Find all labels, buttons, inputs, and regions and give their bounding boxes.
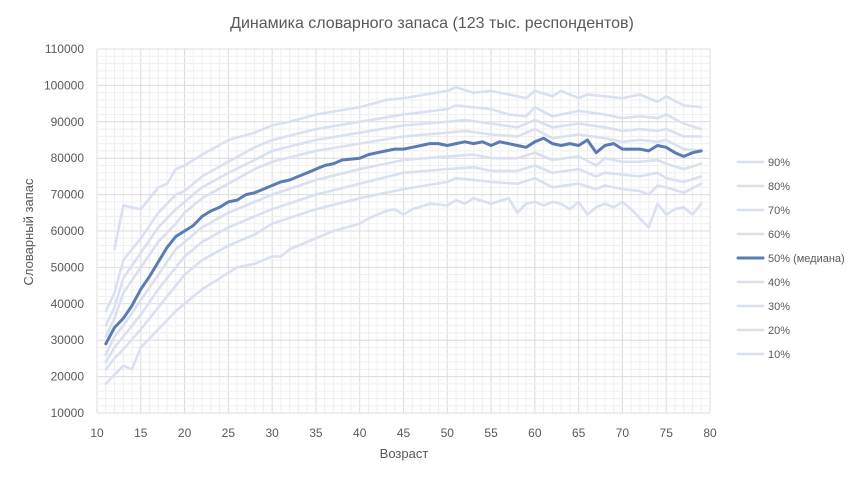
legend-label: 20% — [768, 325, 790, 337]
legend-label: 10% — [768, 349, 790, 361]
legend-item: 80% — [736, 181, 790, 193]
series-line-percentile — [104, 104, 703, 313]
legend: 90% 80% 70% 60% 50% (медиана) 40% 30% 20% 10% — [736, 157, 845, 361]
x-tick-label: 15 — [134, 426, 148, 440]
chart-title: Динамика словарного запаса (123 тыс. рес… — [230, 15, 634, 32]
x-tick-label: 30 — [265, 426, 279, 440]
x-axis-title: Возраст — [380, 446, 429, 461]
legend-label: 90% — [768, 157, 790, 169]
x-tick-label: 35 — [309, 426, 323, 440]
series-line-percentile — [104, 176, 703, 371]
x-axis-tick-labels: 10 15 20 25 30 35 40 45 50 55 60 65 70 75 80 — [90, 426, 717, 440]
series-lines — [104, 85, 703, 386]
legend-label: 70% — [768, 205, 790, 217]
legend-item: 40% — [736, 277, 790, 289]
y-tick-label: 50000 — [51, 260, 85, 274]
legend-item: 90% — [736, 157, 790, 169]
y-tick-label: 30000 — [51, 333, 85, 347]
y-tick-label: 110000 — [45, 42, 84, 56]
x-tick-label: 45 — [397, 426, 411, 440]
x-tick-label: 75 — [660, 426, 674, 440]
x-tick-label: 25 — [222, 426, 236, 440]
x-tick-label: 70 — [616, 426, 630, 440]
legend-item: 60% — [736, 229, 790, 241]
legend-label: 80% — [768, 181, 790, 193]
x-tick-label: 50 — [441, 426, 455, 440]
legend-item: 10% — [736, 349, 790, 361]
legend-item: 70% — [736, 205, 790, 217]
series-line-percentile — [104, 118, 703, 327]
legend-item: 50% (медиана) — [736, 253, 845, 265]
legend-label: 30% — [768, 301, 790, 313]
y-axis-tick-labels: 10000 20000 30000 40000 50000 60000 70000 80000… — [44, 42, 84, 420]
series-line-percentile — [104, 127, 703, 338]
legend-label: 50% (медиана) — [768, 253, 845, 265]
legend-label: 60% — [768, 229, 790, 241]
grid-lines — [96, 48, 711, 414]
y-axis-title: Словарный запас — [21, 178, 36, 285]
x-tick-label: 40 — [353, 426, 367, 440]
x-tick-label: 80 — [703, 426, 717, 440]
legend-item: 20% — [736, 325, 790, 337]
series-line-percentile — [113, 85, 703, 251]
y-tick-label: 80000 — [51, 151, 85, 165]
series-line-percentile — [104, 151, 703, 357]
x-tick-label: 10 — [90, 426, 104, 440]
series-line-percentile — [104, 164, 703, 364]
x-tick-label: 55 — [484, 426, 498, 440]
legend-label: 40% — [768, 277, 790, 289]
x-tick-label: 20 — [178, 426, 192, 440]
legend-item: 30% — [736, 301, 790, 313]
series-line-percentile — [104, 196, 703, 386]
y-tick-label: 90000 — [51, 115, 85, 129]
y-tick-label: 70000 — [51, 188, 85, 202]
x-tick-label: 65 — [572, 426, 586, 440]
y-tick-label: 20000 — [51, 370, 85, 384]
y-tick-label: 60000 — [51, 224, 85, 238]
y-tick-label: 100000 — [44, 78, 84, 92]
y-tick-label: 10000 — [51, 406, 85, 420]
y-tick-label: 40000 — [51, 297, 85, 311]
series-line-median — [104, 136, 703, 346]
x-tick-label: 60 — [528, 426, 542, 440]
